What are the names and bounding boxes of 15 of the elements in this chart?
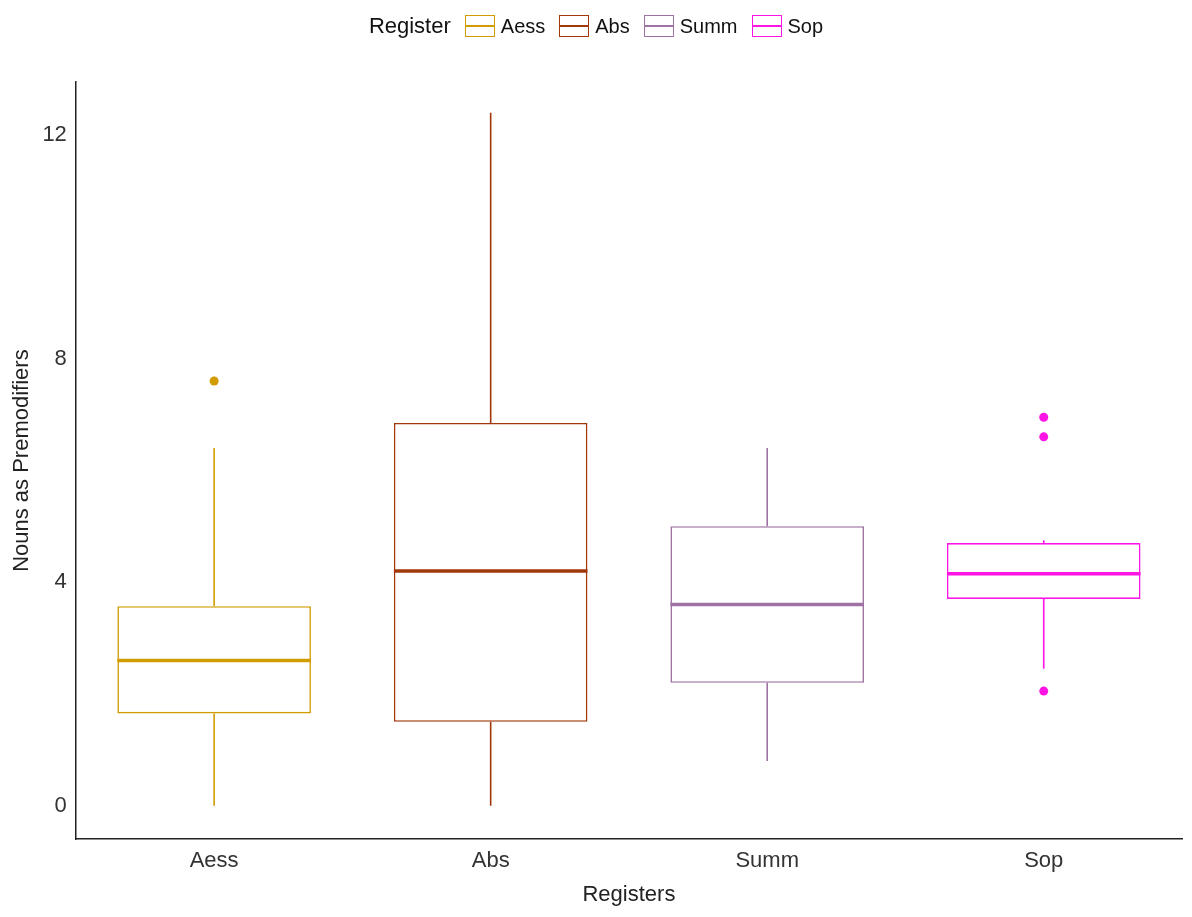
y-axis-title: Nouns as Premodifiers <box>8 349 34 572</box>
y-tick-label: 8 <box>54 344 67 370</box>
x-tick-label: Abs <box>471 847 510 873</box>
legend-label: Abs <box>595 14 630 38</box>
x-tick-label: Summ <box>735 847 799 873</box>
legend-title: Register <box>368 13 451 39</box>
legend-label: Aess <box>500 14 546 38</box>
legend-label: Sop <box>787 14 824 38</box>
x-axis-title: Registers <box>582 880 676 906</box>
legend-label: Summ <box>679 14 738 38</box>
y-tick-label: 12 <box>42 121 67 147</box>
y-tick-label: 0 <box>54 791 67 817</box>
x-tick-label: Sop <box>1024 847 1064 873</box>
y-tick-label: 4 <box>54 568 67 594</box>
x-tick-label: Aess <box>189 847 239 873</box>
